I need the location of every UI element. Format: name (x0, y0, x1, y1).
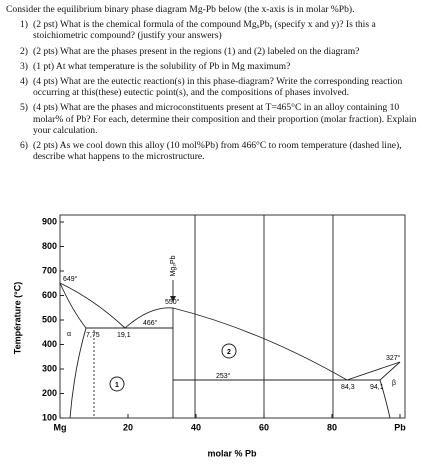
question: 3) (1 pt) At what temperature is the solu… (6, 61, 424, 72)
y-tick-label: 200 (42, 388, 57, 398)
x-tick-label: 20 (123, 422, 133, 432)
y-tick-label: 300 (42, 363, 57, 373)
question: 2) (2 pts) What are the phases present in… (6, 46, 424, 57)
question-text: (2 pst) What is the chemical formula of … (33, 19, 376, 42)
x-tick-label: Pb (394, 422, 406, 432)
annotation: β (392, 380, 396, 387)
x-tick-label: 80 (327, 422, 337, 432)
question-number: 5) (20, 102, 28, 114)
question-text: (4 pts) What are the eutectic reaction(s… (33, 76, 403, 99)
y-tick-label: 900 (42, 216, 57, 226)
question: 1) (2 pst) What is the chemical formula o… (6, 19, 424, 41)
annotation: 94,1 (370, 384, 384, 391)
plot-frame (59, 214, 406, 419)
question: 4) (4 pts) What are the eutectic reaction… (6, 76, 424, 98)
question-text: (4 pts) What are the phases and microcon… (33, 102, 417, 136)
y-tick-label: 800 (42, 241, 57, 251)
annotation: 2 (227, 349, 231, 356)
annotation: 253° (216, 372, 231, 380)
x-tick-label: Mg (54, 422, 67, 432)
y-tick-label: 600 (42, 290, 57, 300)
x-axis-label: molar % Pb (207, 448, 257, 458)
annotation: 19,1 (117, 332, 131, 339)
question-text: (2 pts) What are the phases present in t… (33, 45, 360, 57)
phase-boundaries (59, 215, 401, 419)
intro: Consider the equilibrium binary phase di… (6, 4, 355, 15)
document: Consider the equilibrium binary phase di… (6, 4, 424, 166)
question-text: (1 pt) At what temperature is the solubi… (33, 60, 291, 72)
y-tick-label: 400 (42, 339, 57, 349)
question-list: 1) (2 pst) What is the chemical formula o… (6, 19, 424, 162)
y-tick-label: 500 (42, 314, 57, 324)
annotation: 466° (143, 319, 158, 327)
annotation: Mg₂Pb (170, 255, 177, 276)
question-number: 2) (20, 45, 28, 57)
axes: 100 200 300 400 500 600 700 800 900 Mg 20 40 60 80 Pb (42, 216, 406, 432)
x-tick-label: 60 (259, 422, 269, 432)
x-tick-label: 40 (191, 422, 201, 432)
question-number: 1) (20, 19, 28, 31)
region-marker (109, 376, 125, 392)
annotation: 7,75 (86, 332, 100, 339)
annotation: 550° (165, 298, 180, 306)
question-number: 4) (20, 76, 28, 88)
annotation: 84,3 (341, 384, 355, 391)
y-axis-label: Température (°C) (12, 282, 22, 354)
annotation: 327° (386, 354, 401, 362)
region-marker (221, 343, 237, 359)
question: 6) (2 pts) As we cool down this alloy (10… (6, 140, 424, 162)
annotation: α (67, 331, 71, 338)
y-tick-label: 100 (42, 412, 57, 422)
question-number: 3) (20, 60, 28, 72)
annotation: 649° (63, 275, 78, 283)
question: 5) (4 pts) What are the phases and microc… (6, 102, 424, 136)
y-tick-label: 700 (42, 265, 57, 275)
annotation: 1 (115, 382, 119, 389)
question-text: (2 pts) As we cool down this alloy (10 m… (33, 140, 402, 163)
question-number: 6) (20, 140, 28, 152)
